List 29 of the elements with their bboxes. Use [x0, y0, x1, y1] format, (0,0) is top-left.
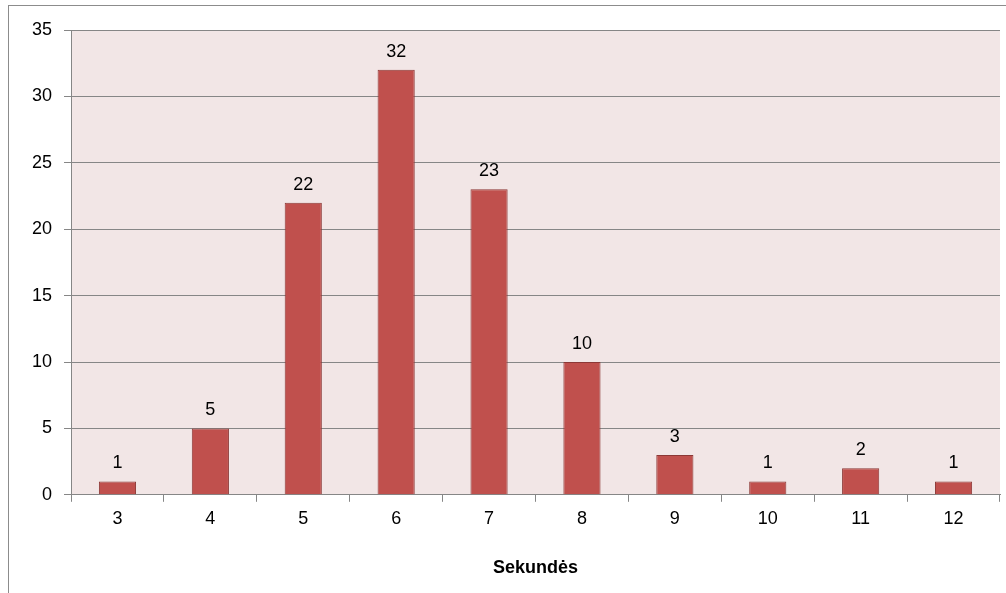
x-tick-label: 8 [576, 507, 587, 528]
y-tick-label: 20 [31, 218, 53, 239]
data-label: 1 [112, 452, 123, 473]
x-tick-label: 12 [943, 507, 964, 528]
x-tick-label: 5 [298, 507, 309, 528]
y-tick-label: 5 [42, 417, 53, 438]
y-tick-label: 35 [31, 18, 53, 39]
x-tick-label: 7 [484, 507, 495, 528]
data-label: 3 [669, 425, 680, 446]
x-tick-label: 4 [205, 507, 216, 528]
data-label: 32 [386, 40, 407, 61]
y-tick-label: 15 [31, 284, 53, 305]
data-label: 5 [205, 399, 216, 420]
y-tick-label: 0 [42, 483, 53, 504]
data-label: 1 [762, 452, 773, 473]
data-label: 1 [948, 452, 959, 473]
x-axis-title: Sekundės [492, 557, 579, 578]
x-tick-label: 11 [851, 507, 870, 528]
y-tick-label: 30 [31, 85, 53, 106]
data-label: 23 [479, 160, 500, 181]
y-tick-label: 25 [31, 151, 53, 172]
x-tick-label: 3 [112, 507, 123, 528]
data-label: 2 [855, 439, 866, 460]
data-label: 10 [571, 332, 592, 353]
y-tick-label: 10 [31, 350, 53, 371]
data-label: 22 [293, 173, 314, 194]
x-tick-label: 10 [757, 507, 778, 528]
x-tick-label: 9 [669, 507, 680, 528]
x-tick-label: 6 [391, 507, 402, 528]
